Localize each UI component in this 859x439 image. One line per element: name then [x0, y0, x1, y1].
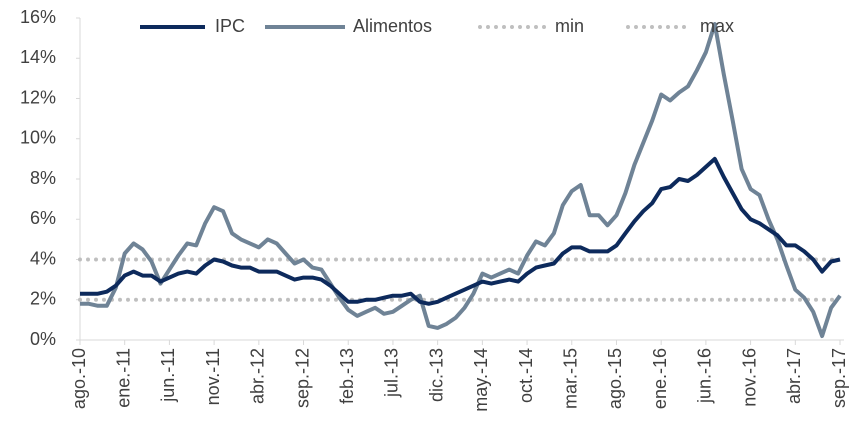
x-tick-label: may.-14 — [471, 348, 491, 412]
x-tick-label: sep.-12 — [292, 348, 312, 408]
y-tick-label: 6% — [30, 208, 56, 228]
y-tick-label: 10% — [20, 128, 56, 148]
series-line — [80, 156, 841, 306]
x-tick-label: jul.-13 — [382, 348, 402, 398]
legend-label: max — [700, 16, 734, 36]
x-tick-label: mar.-15 — [561, 348, 581, 409]
x-tick-label: ene.-11 — [113, 348, 133, 408]
x-tick-label: jun.-16 — [695, 348, 715, 404]
x-tick-label: ago.-10 — [69, 348, 89, 409]
legend-label: IPC — [215, 16, 245, 36]
y-tick-label: 8% — [30, 168, 56, 188]
x-tick-label: abr.-17 — [784, 348, 804, 404]
x-tick-label: feb.-13 — [337, 348, 357, 404]
y-tick-label: 4% — [30, 248, 56, 268]
y-tick-label: 14% — [20, 47, 56, 67]
x-tick-label: abr.-12 — [248, 348, 268, 404]
y-tick-label: 16% — [20, 7, 56, 27]
x-tick-label: oct.-14 — [516, 348, 536, 403]
x-tick-label: sep.-17 — [829, 348, 849, 408]
y-tick-label: 2% — [30, 289, 56, 309]
x-tick-label: ago.-15 — [605, 348, 625, 409]
series-line — [80, 22, 842, 338]
x-tick-label: nov.-16 — [739, 348, 759, 407]
y-tick-label: 12% — [20, 87, 56, 107]
legend-label: min — [555, 16, 584, 36]
x-tick-label: ene.-16 — [650, 348, 670, 409]
x-tick-label: jun.-11 — [158, 348, 178, 403]
x-tick-label: nov.-11 — [203, 348, 223, 405]
legend-label: Alimentos — [353, 16, 432, 36]
y-tick-label: 0% — [30, 329, 56, 349]
x-tick-label: dic.-13 — [426, 348, 446, 402]
